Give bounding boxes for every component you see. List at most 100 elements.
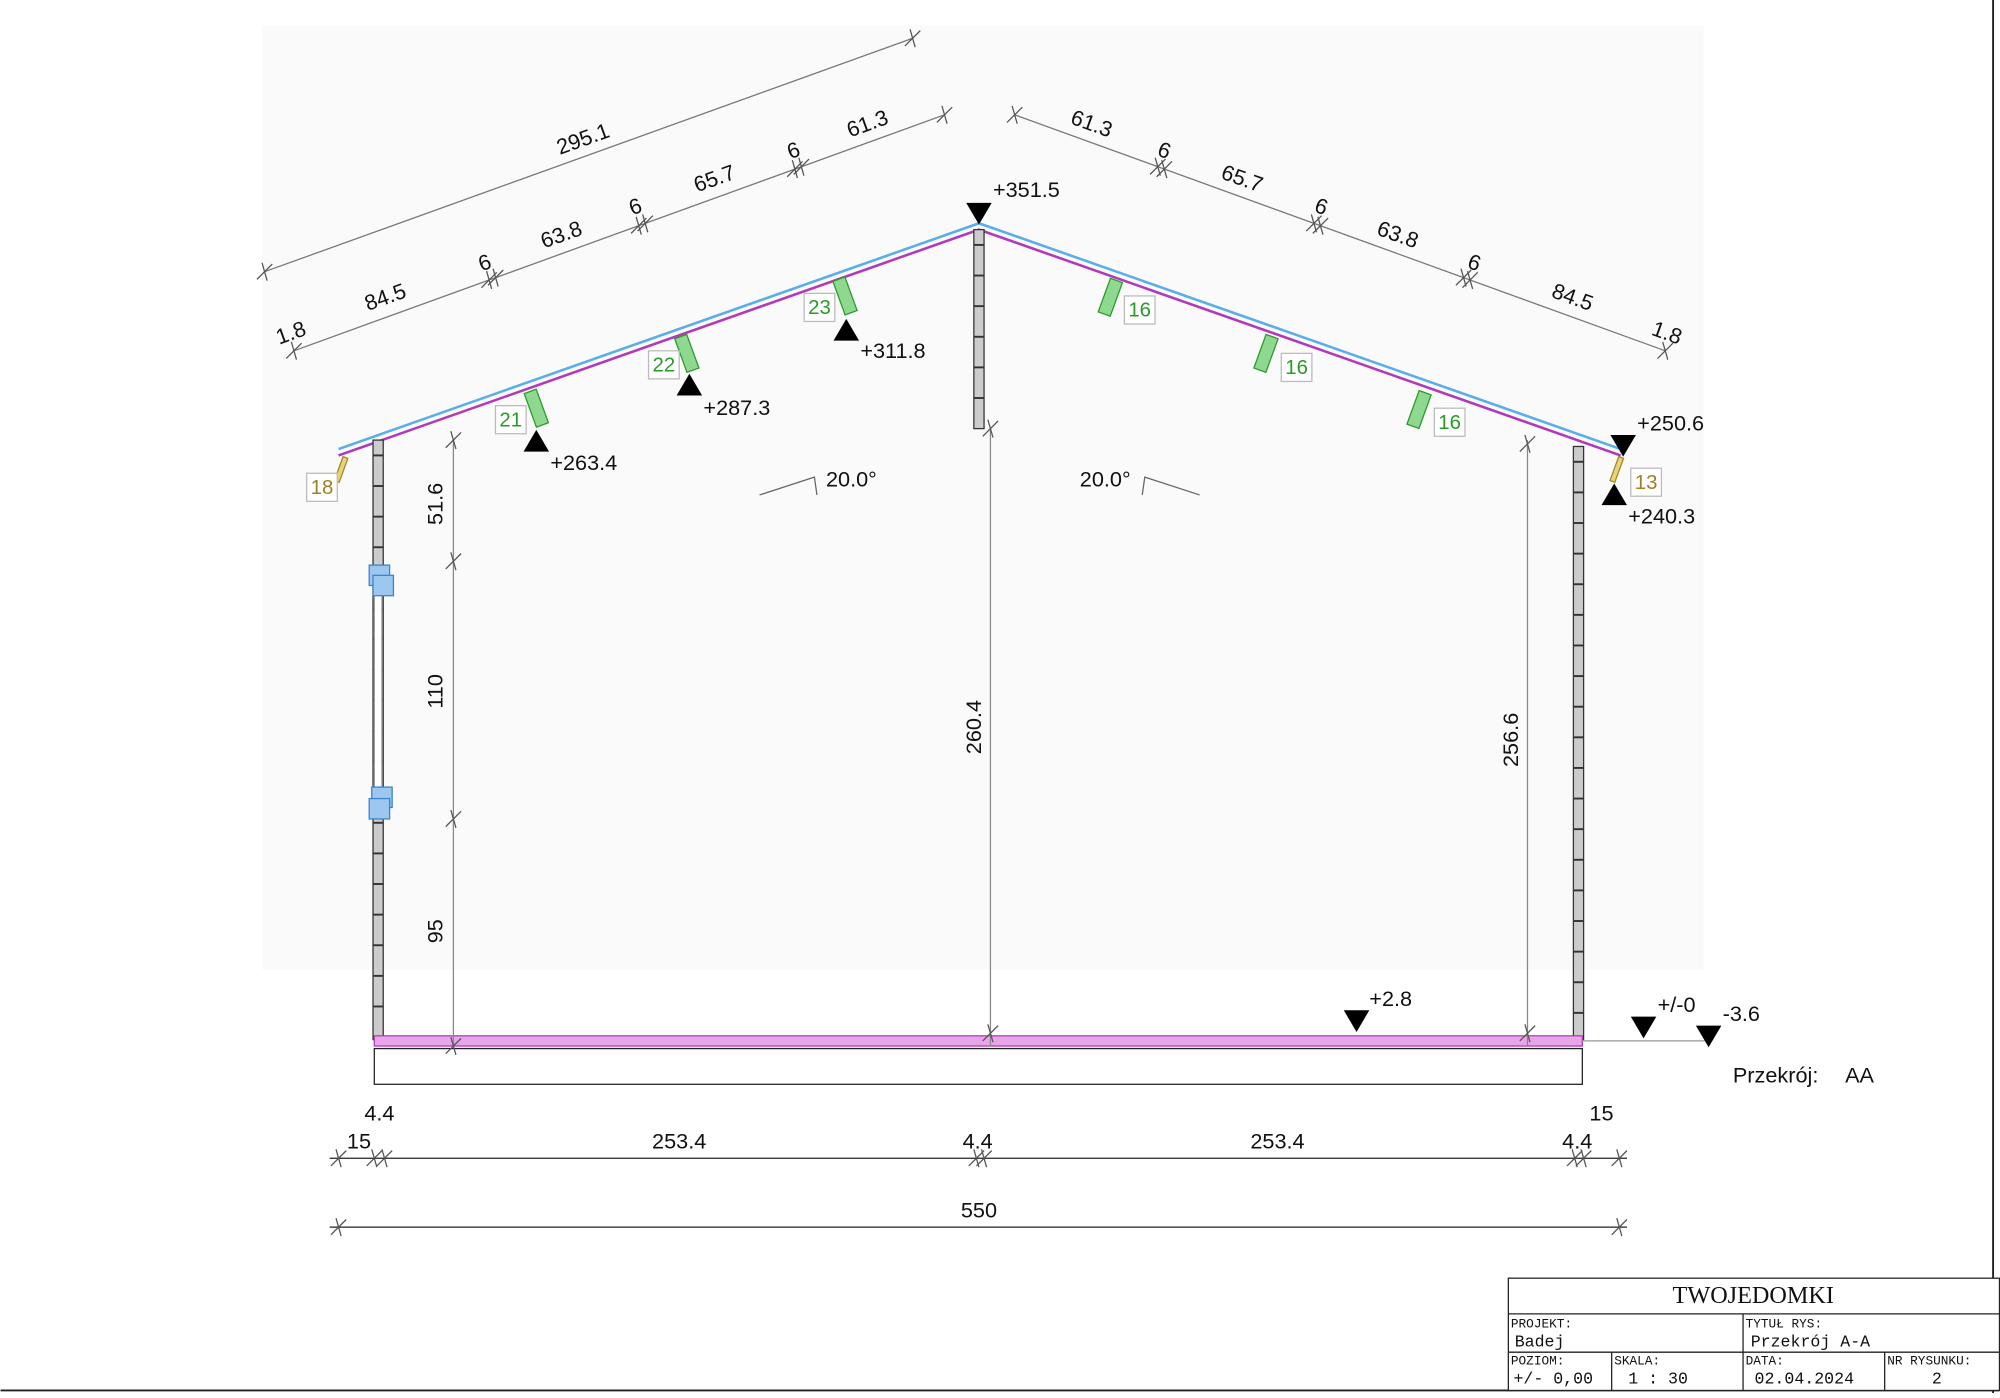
dim-text: 95 <box>423 919 448 943</box>
window-gap <box>373 588 383 795</box>
field-value: Przekrój A-A <box>1751 1332 1870 1351</box>
dim-tick <box>335 1149 342 1168</box>
tag: 16 <box>1285 357 1308 379</box>
window-frame <box>372 574 395 597</box>
rafter <box>1097 277 1124 318</box>
level-marker <box>1610 434 1636 457</box>
field-label: TYTUŁ RYS: <box>1746 1316 1823 1331</box>
dim-tick <box>450 1036 457 1056</box>
dim-tick <box>987 1024 994 1043</box>
dim-tick <box>1466 270 1474 290</box>
level-marker <box>1601 483 1627 506</box>
tag-box <box>1123 295 1156 325</box>
dim-tick <box>335 1218 342 1237</box>
level-text: +/-0 <box>1658 992 1696 1017</box>
dim-text: 4.4 <box>364 1101 394 1126</box>
tag-box <box>1630 467 1663 497</box>
dim-text: 15 <box>347 1129 371 1154</box>
dim-tick <box>450 430 457 450</box>
dim-text: 260.4 <box>961 700 986 754</box>
tag-box <box>1433 407 1466 437</box>
tag-box <box>306 472 338 502</box>
tag: 16 <box>1128 300 1151 322</box>
field-label: DATA: <box>1746 1353 1784 1368</box>
tag-box <box>647 350 680 380</box>
level-marker <box>1343 1010 1370 1032</box>
floor-slab <box>373 1047 1583 1085</box>
dim-tick <box>261 262 268 281</box>
field-label: NR RYSUNKU: <box>1887 1353 1971 1368</box>
rafter <box>523 388 550 428</box>
tag: 18 <box>311 477 334 499</box>
level-marker <box>676 373 703 396</box>
dim-tick <box>450 552 457 571</box>
dim-tick <box>1571 1149 1578 1168</box>
dim-tick <box>1524 434 1531 454</box>
dim-tick <box>909 29 916 48</box>
dim-text: 256.6 <box>1498 713 1523 767</box>
dim-tick <box>492 268 499 287</box>
section-caption: Przekrój: <box>1733 1062 1819 1087</box>
dim-line <box>1014 114 1666 352</box>
dim-text: 253.4 <box>652 1129 706 1154</box>
section-name: AA <box>1845 1062 1874 1087</box>
tag: 13 <box>1635 472 1658 494</box>
dim-tick <box>1524 1024 1531 1043</box>
level-text: +287.3 <box>703 395 770 420</box>
tag: 23 <box>808 297 831 319</box>
field-value: 2 <box>1932 1369 1942 1388</box>
dim-text: 4.4 <box>1562 1129 1592 1154</box>
field-value: 02.04.2024 <box>1755 1369 1855 1388</box>
level-text: +250.6 <box>1637 411 1704 436</box>
dim-tick <box>1317 216 1324 235</box>
tag: 21 <box>499 409 522 431</box>
dim-text: 550 <box>961 1198 997 1223</box>
level-text: +263.4 <box>550 450 617 475</box>
level-marker <box>523 429 550 452</box>
level-text: +311.8 <box>860 338 925 363</box>
angle-arc <box>759 476 818 496</box>
dim-tick <box>1161 159 1168 179</box>
tag-box <box>494 405 527 435</box>
sheet-area <box>262 25 1704 970</box>
level-marker <box>1630 1016 1657 1039</box>
dim-text: 4.4 <box>963 1129 993 1154</box>
dim-tick <box>941 105 948 124</box>
rafter <box>1406 389 1432 430</box>
dim-tick <box>1011 105 1018 124</box>
title-block <box>1507 1277 2000 1392</box>
level-marker <box>966 202 992 225</box>
wall <box>973 228 985 430</box>
dim-tick <box>485 270 493 290</box>
rafter <box>1253 333 1279 374</box>
dim-tick <box>1616 1218 1623 1237</box>
angle-text: 20.0° <box>826 467 877 492</box>
dim-text: 110 <box>423 674 448 709</box>
field-label: POZIOM: <box>1511 1353 1565 1368</box>
dim-tick <box>642 214 649 233</box>
dim-tick <box>381 1149 388 1168</box>
rafter <box>673 333 700 374</box>
field-value: +/- 0,00 <box>1513 1369 1593 1388</box>
dim-tick <box>987 419 994 438</box>
angle-text: 20.0° <box>1080 467 1131 492</box>
field-value: Badej <box>1515 1332 1565 1351</box>
level-text: -3.6 <box>1723 1001 1760 1026</box>
angle-arc <box>1141 476 1200 496</box>
tag: 22 <box>653 354 676 376</box>
dim-tick <box>450 809 457 829</box>
field-label: SKALA: <box>1614 1353 1660 1368</box>
window-frame <box>368 797 391 820</box>
dim-line <box>293 114 945 352</box>
dim-text: 253.4 <box>1250 1129 1304 1154</box>
dim-tick <box>1580 1149 1587 1168</box>
tag-box <box>803 292 836 323</box>
level-marker <box>833 318 860 341</box>
dim-tick <box>635 216 642 235</box>
level-text: +2.8 <box>1369 986 1412 1011</box>
dim-tick <box>1460 268 1467 287</box>
tag-box <box>1280 352 1313 383</box>
level-text: +240.3 <box>1628 504 1695 529</box>
dim-tick <box>980 1149 988 1168</box>
